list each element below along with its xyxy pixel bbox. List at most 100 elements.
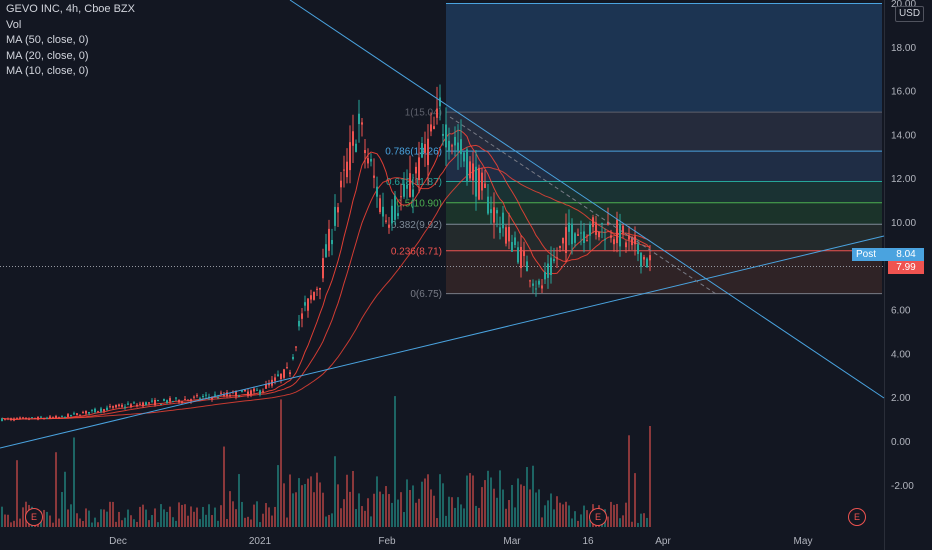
volume-bar <box>205 514 207 527</box>
volume-bar <box>16 460 18 527</box>
currency-button[interactable]: USD <box>895 6 924 22</box>
volume-bar <box>139 506 141 527</box>
candle-body <box>526 261 528 272</box>
legend-ma20[interactable]: MA (20, close, 0) <box>6 49 89 62</box>
candle-body <box>262 390 264 392</box>
candle-body <box>592 217 594 227</box>
candle-body <box>412 189 414 197</box>
candle-body <box>508 227 510 242</box>
candle-body <box>529 280 531 282</box>
candle-body <box>88 411 90 414</box>
candle-body <box>214 394 216 396</box>
volume-bar <box>427 474 429 527</box>
candle-body <box>157 399 159 401</box>
candle-body <box>637 244 639 255</box>
candle-body <box>535 288 537 290</box>
volume-bar <box>61 492 63 527</box>
candle-body <box>550 257 552 276</box>
candle-body <box>568 222 570 232</box>
candle-body <box>562 237 564 244</box>
volume-bar <box>136 521 138 527</box>
legend-ma10[interactable]: MA (10, close, 0) <box>6 65 89 77</box>
volume-bar <box>181 504 183 527</box>
earnings-marker[interactable]: E <box>25 508 43 526</box>
y-tick-label: 10.00 <box>891 218 916 229</box>
volume-bar <box>274 506 276 527</box>
earnings-marker[interactable]: E <box>848 508 866 526</box>
chart-legend: GEVO INC, 4h, Cboe BZX Vol MA (50, close… <box>6 2 135 80</box>
candle-body <box>310 295 312 300</box>
earnings-marker[interactable]: E <box>589 508 607 526</box>
candle-body <box>55 416 57 418</box>
candle-body <box>532 283 534 286</box>
candle-body <box>448 140 450 151</box>
candle-body <box>58 417 60 419</box>
volume-bar <box>253 504 255 527</box>
candle-body <box>34 418 36 420</box>
volume-bar <box>379 491 381 527</box>
volume-bar <box>502 489 504 527</box>
volume-bar <box>220 505 222 527</box>
volume-bar <box>292 493 294 527</box>
candle-body <box>649 255 651 261</box>
volume-bar <box>85 508 87 527</box>
volume-bar <box>439 474 441 527</box>
volume-bar <box>370 516 372 527</box>
volume-bar <box>547 500 549 527</box>
candle-body <box>193 396 195 398</box>
candle-body <box>559 245 561 248</box>
y-tick-label: 0.00 <box>891 437 911 448</box>
volume-bar <box>625 502 627 527</box>
candle-body <box>1 418 3 422</box>
symbol-title[interactable]: GEVO INC, 4h, Cboe BZX <box>6 3 135 15</box>
candle-body <box>598 231 600 238</box>
volume-bar <box>52 522 54 527</box>
volume-bar <box>10 522 12 527</box>
volume-bar <box>115 521 117 527</box>
volume-bar <box>469 473 471 527</box>
volume-bar <box>22 507 24 527</box>
volume-bar <box>103 509 105 527</box>
volume-bar <box>199 519 201 527</box>
candle-body <box>445 124 447 148</box>
candle-body <box>631 236 633 246</box>
y-tick-label: 6.00 <box>891 306 911 317</box>
candle-body <box>577 234 579 236</box>
volume-bar <box>424 478 426 527</box>
volume-bar <box>67 509 69 527</box>
volume-bar <box>619 518 621 527</box>
legend-vol[interactable]: Vol <box>6 18 22 31</box>
volume-bar <box>214 507 216 527</box>
volume-bar <box>307 478 309 527</box>
volume-bar <box>460 504 462 527</box>
volume-bar <box>283 483 285 527</box>
candle-body <box>301 313 303 319</box>
candle-body <box>295 346 297 348</box>
volume-bar <box>517 478 519 527</box>
volume-bar <box>46 511 48 527</box>
candle-body <box>505 227 507 244</box>
candle-body <box>202 396 204 398</box>
volume-bar <box>154 508 156 527</box>
fib-level-label: 0.382(9.92) <box>391 220 442 231</box>
candle-body <box>463 152 465 162</box>
candle-body <box>304 302 306 306</box>
legend-ma50[interactable]: MA (50, close, 0) <box>6 34 89 46</box>
candle-body <box>238 395 240 397</box>
volume-bar <box>76 513 78 527</box>
candle-body <box>619 223 621 247</box>
volume-bar <box>271 515 273 527</box>
candle-body <box>280 373 282 379</box>
candle-body <box>79 415 81 417</box>
volume-bar <box>73 437 75 527</box>
candle-body <box>109 406 111 408</box>
candle-body <box>352 131 354 146</box>
volume-bar <box>298 478 300 527</box>
volume-bar <box>328 514 330 527</box>
volume-bar <box>127 509 129 527</box>
volume-bar <box>397 499 399 527</box>
volume-bar <box>490 477 492 527</box>
volume-bar <box>310 476 312 527</box>
candle-body <box>130 404 132 407</box>
